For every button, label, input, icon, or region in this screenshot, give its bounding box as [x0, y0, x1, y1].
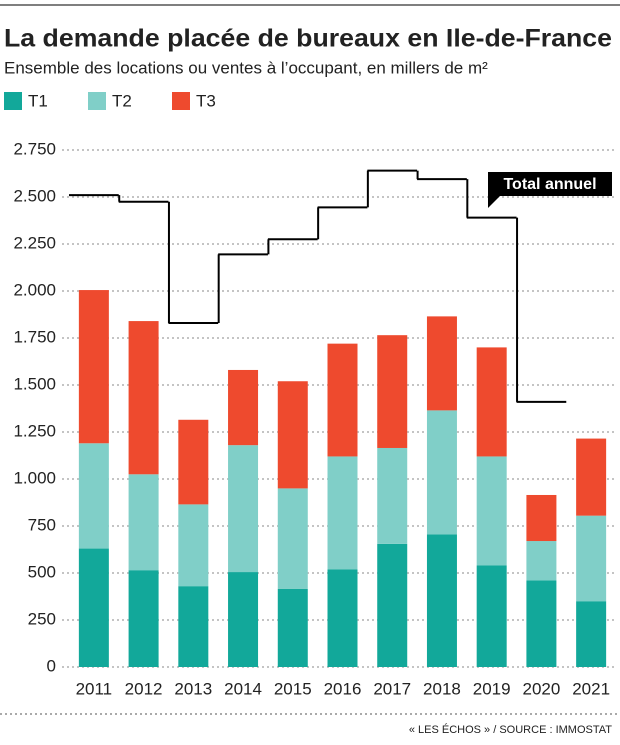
total-label-box	[488, 172, 612, 208]
y-tick-label: 500	[28, 562, 56, 581]
bar-segment	[426, 316, 457, 411]
bar-segment	[277, 588, 308, 667]
bar-segment	[128, 570, 159, 667]
x-tick-label: 2012	[125, 679, 163, 698]
y-tick-label: 750	[28, 515, 56, 534]
bar-segment	[78, 443, 109, 549]
bar-segment	[476, 347, 507, 457]
x-tick-label: 2019	[473, 679, 511, 698]
bar-segment	[277, 381, 308, 489]
legend-label: T1	[28, 91, 48, 110]
bar-segment	[377, 335, 408, 448]
bar-segment	[576, 601, 607, 667]
y-tick-label: 0	[47, 656, 56, 675]
bar-segment	[327, 343, 358, 457]
bar-segment	[377, 447, 408, 544]
bar-segment	[426, 534, 457, 667]
y-tick-label: 1.750	[13, 327, 56, 346]
y-tick-label: 250	[28, 609, 56, 628]
x-tick-label: 2015	[274, 679, 312, 698]
y-tick-label: 2.500	[13, 186, 56, 205]
bar-segment	[78, 290, 109, 444]
bar-segment	[178, 504, 209, 587]
y-tick-label: 2.000	[13, 280, 56, 299]
bar-segment	[228, 572, 259, 667]
total-label: Total annuel	[503, 176, 596, 193]
y-tick-label: 1.500	[13, 374, 56, 393]
source: « LES ÉCHOS » / SOURCE : IMMOSTAT	[409, 723, 612, 736]
x-tick-label: 2016	[324, 679, 362, 698]
legend-swatch	[172, 92, 190, 110]
bar-segment	[377, 543, 408, 667]
bar-segment	[128, 474, 159, 571]
bar-segment	[576, 438, 607, 516]
x-tick-label: 2017	[373, 679, 411, 698]
legend-label: T3	[196, 91, 216, 110]
bar-segment	[228, 445, 259, 573]
bar-segment	[526, 494, 557, 542]
bar-segment	[576, 515, 607, 602]
bar-segment	[476, 456, 507, 566]
bar-segment	[128, 321, 159, 475]
x-tick-label: 2021	[572, 679, 610, 698]
y-tick-label: 1.250	[13, 421, 56, 440]
bar-segment	[476, 565, 507, 667]
bar-segment	[526, 580, 557, 667]
bar-segment	[78, 548, 109, 667]
x-tick-label: 2014	[224, 679, 262, 698]
x-tick-label: 2013	[174, 679, 212, 698]
chart-title: La demande placée de bureaux en Ile-de-F…	[4, 25, 612, 53]
legend-swatch	[88, 92, 106, 110]
bar-segment	[228, 369, 259, 446]
bar-segment	[426, 410, 457, 535]
y-tick-label: 2.750	[13, 139, 56, 158]
y-tick-label: 1.000	[13, 468, 56, 487]
bar-segment	[277, 488, 308, 589]
chart-subtitle: Ensemble des locations ou ventes à l’occ…	[4, 58, 488, 77]
x-tick-label: 2018	[423, 679, 461, 698]
bar-segment	[526, 541, 557, 581]
x-tick-label: 2011	[76, 679, 113, 698]
bar-segment	[178, 419, 209, 505]
y-tick-label: 2.250	[13, 233, 56, 252]
x-tick-label: 2020	[522, 679, 560, 698]
bar-segment	[178, 586, 209, 667]
bar-segment	[327, 569, 358, 667]
bar-segment	[327, 456, 358, 570]
legend-swatch	[4, 92, 22, 110]
legend-label: T2	[112, 91, 132, 110]
